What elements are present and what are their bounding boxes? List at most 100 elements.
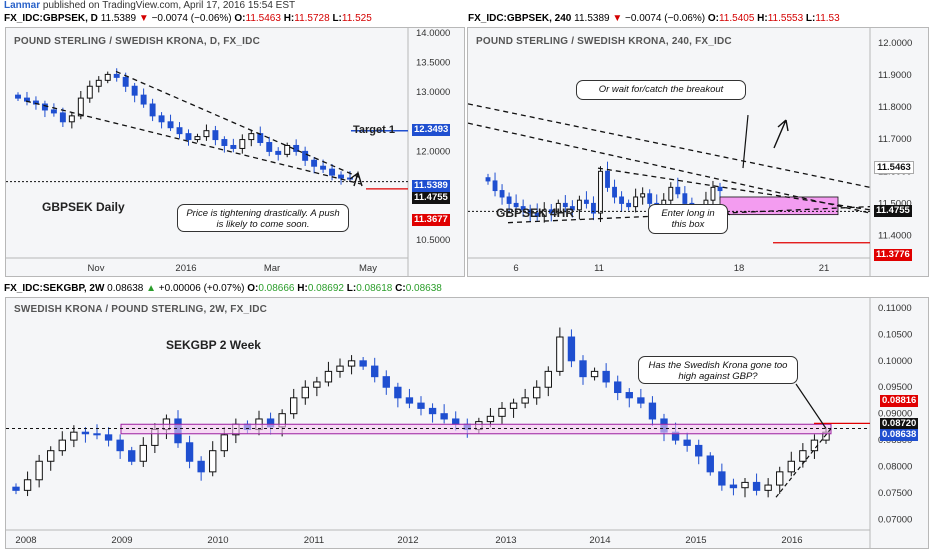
candle-body — [320, 165, 327, 170]
weekly-last-tag: 0.08638 — [880, 429, 919, 441]
l-label: L: — [332, 13, 342, 24]
candle-body — [591, 202, 596, 214]
candle-body — [257, 133, 264, 144]
callout-pointer — [795, 383, 827, 429]
h4-last: 11.5389 — [574, 13, 610, 24]
h4-label: GBPSEK 4HR — [496, 206, 575, 220]
target-label: Target 1 — [353, 124, 395, 136]
candle-body — [336, 365, 344, 372]
candle-body — [230, 144, 237, 149]
x-tick-label: 2016 — [175, 263, 196, 274]
author-link[interactable]: Lanmar — [4, 0, 41, 11]
h4-symbol: FX_IDC:GBPSEK, 240 — [468, 13, 572, 24]
candle-body — [140, 94, 147, 105]
daily-chart-title: POUND STERLING / SWEDISH KRONA, D, FX_ID… — [14, 36, 260, 47]
candle-body — [752, 481, 761, 491]
x-tick-label: 2015 — [685, 535, 706, 546]
candle-body — [452, 418, 460, 425]
candle-body — [275, 150, 282, 155]
c-label: C: — [395, 283, 406, 294]
y-tick-label: 0.08000 — [878, 462, 912, 473]
candle-body — [77, 97, 84, 117]
daily-low: 11.525 — [341, 13, 372, 24]
x-tick-label: 2008 — [15, 535, 36, 546]
candle-body — [637, 397, 645, 404]
candle-body — [625, 392, 633, 399]
last-price-tag: 11.5389 — [412, 180, 450, 192]
candle-body — [695, 444, 703, 457]
daily-chart-panel[interactable]: POUND STERLING / SWEDISH KRONA, D, FX_ID… — [5, 27, 465, 277]
daily-change: −0.0074 (−0.06%) — [151, 13, 232, 24]
o-label: O: — [247, 283, 259, 294]
weekly-callout: Has the Swedish Krona gone too high agai… — [638, 356, 798, 384]
daily-quote-line: FX_IDC:GBPSEK, D 11.5389 ▼ −0.0074 (−0.0… — [4, 12, 464, 26]
weekly-chart-svg: 0.110000.105000.100000.095000.090000.085… — [6, 298, 912, 548]
candle-body — [579, 360, 587, 378]
candle-body — [167, 121, 174, 129]
upper-trendline — [115, 70, 362, 179]
candle-body — [787, 460, 795, 473]
h4-chart-svg: 12.000011.900011.800011.700011.600011.50… — [468, 28, 912, 276]
weekly-change: +0.00006 (+0.07%) — [158, 283, 245, 294]
candle-body — [266, 142, 273, 152]
candle-body — [683, 439, 691, 446]
y-tick-label: 12.0000 — [416, 146, 450, 157]
candle-body — [12, 486, 20, 491]
h4-chart-panel[interactable]: POUND STERLING / SWEDISH KRONA, 240, FX_… — [467, 27, 929, 277]
candle-body — [605, 170, 610, 188]
candle-body — [212, 130, 219, 141]
weekly-quote-line: FX_IDC:SEKGBP, 2W 0.08638 ▲ +0.00006 (+0… — [4, 282, 924, 296]
candle-body — [382, 376, 390, 388]
x-tick-label: 2013 — [495, 535, 516, 546]
weekly-open: 0.08666 — [258, 283, 295, 294]
weekly-close: 0.08638 — [405, 283, 442, 294]
y-tick-label: 11.7000 — [878, 134, 912, 145]
candle-body — [58, 439, 66, 452]
h4-low: 11.53 — [815, 13, 840, 24]
candle-body — [764, 484, 772, 491]
candle-body — [499, 190, 505, 198]
weekly-chart-title: SWEDISH KRONA / POUND STERLING, 2W, FX_I… — [14, 304, 268, 315]
weekly-resistance-tag: 0.08816 — [880, 395, 919, 407]
upper-trendline-3 — [597, 167, 871, 211]
candle-body — [311, 159, 318, 167]
x-tick-label: 2012 — [397, 535, 418, 546]
candle-body — [50, 109, 57, 114]
candle-body — [776, 471, 784, 486]
y-tick-label: 11.8000 — [878, 102, 912, 113]
daily-chart-svg: 14.0000 13.5000 13.0000 12.0000 10.5000 Nov 20… — [6, 28, 450, 276]
candle-body — [301, 386, 309, 399]
candle-body — [668, 186, 674, 201]
candle-body — [567, 336, 576, 362]
x-tick-label: 2010 — [207, 535, 228, 546]
candle-body — [485, 177, 491, 182]
publish-info: published on TradingView.com, April 17, … — [40, 0, 296, 11]
candle-body — [220, 434, 228, 452]
h-label: H: — [757, 13, 768, 24]
y-tick-label: 13.5000 — [416, 58, 450, 69]
candle-body — [569, 206, 575, 211]
candle-body — [290, 397, 298, 415]
candle-body — [417, 402, 425, 409]
candle-body — [612, 186, 617, 198]
weekly-symbol: FX_IDC:SEKGBP, 2W — [4, 283, 105, 294]
x-tick-label: 2009 — [111, 535, 132, 546]
x-tick-label: 18 — [734, 263, 745, 274]
candle-body — [598, 170, 603, 214]
h4-entry-callout: Enter long in this box — [648, 204, 728, 234]
candle-body — [248, 133, 255, 141]
candle-body — [209, 450, 217, 473]
daily-last: 11.5389 — [100, 13, 137, 24]
h4-breakout-callout: Or wait for/catch the breakout — [576, 80, 746, 100]
y-tick-label: 0.10000 — [878, 356, 912, 367]
candle-body — [324, 370, 333, 383]
l-label: L: — [805, 13, 816, 24]
candle-body — [440, 413, 448, 420]
y-tick-label: 10.5000 — [416, 235, 450, 246]
rising-trendline — [775, 428, 832, 498]
candle-body — [428, 407, 437, 415]
candle-body — [682, 193, 688, 204]
candle-body — [329, 168, 336, 176]
candle-body — [648, 402, 657, 420]
weekly-chart-panel[interactable]: SWEDISH KRONA / POUND STERLING, 2W, FX_I… — [5, 297, 929, 549]
